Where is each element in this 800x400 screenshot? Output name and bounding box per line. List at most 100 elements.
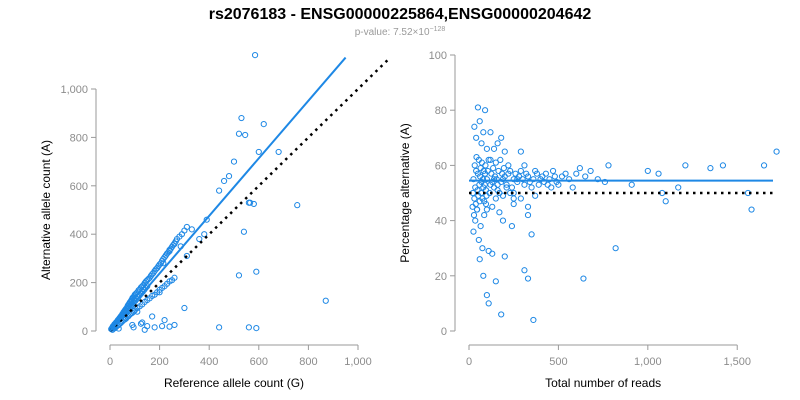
right-data-point xyxy=(494,140,501,147)
left-y-tick-label: 600 xyxy=(70,181,88,193)
left-data-point xyxy=(139,319,146,326)
right-data-point xyxy=(524,275,532,282)
right-data-point xyxy=(512,170,519,177)
right-data-point xyxy=(496,209,503,216)
right-data-point xyxy=(524,173,532,180)
left-data-point xyxy=(201,231,208,238)
right-data-point xyxy=(485,300,492,307)
left-y-tick-label: 0 xyxy=(82,326,88,338)
right-data-point xyxy=(675,184,682,191)
left-y-tick-label: 800 xyxy=(70,132,88,144)
left-data-point xyxy=(294,202,301,209)
left-x-tick-label: 600 xyxy=(250,356,268,368)
left-data-point xyxy=(171,274,178,281)
right-data-point xyxy=(532,192,539,199)
left-data-point xyxy=(240,228,248,235)
right-y-tick-label: 0 xyxy=(441,326,447,338)
left-data-point xyxy=(166,248,173,255)
right-data-point xyxy=(544,181,551,188)
right-data-point xyxy=(533,170,541,177)
right-data-point xyxy=(548,184,555,191)
right-data-point xyxy=(483,176,490,183)
right-y-tick-label: 100 xyxy=(429,50,447,62)
right-y-tick-label: 60 xyxy=(435,160,447,172)
right-y-tick-label: 40 xyxy=(435,216,447,228)
right-data-point xyxy=(485,156,492,163)
allele-count-scatter-panel: 0 200 400 600 800 1,000 0 200 400 600 800 1,000 Refe… xyxy=(39,52,389,390)
right-data-point xyxy=(470,176,477,183)
right-data-point xyxy=(510,195,517,202)
right-data-point xyxy=(612,245,619,252)
right-points xyxy=(469,104,780,324)
right-data-point xyxy=(682,162,689,169)
right-data-point xyxy=(480,129,487,136)
left-data-point xyxy=(235,130,243,137)
right-data-point xyxy=(483,206,490,213)
left-data-point xyxy=(275,148,282,156)
right-data-point xyxy=(628,181,635,188)
right-data-point xyxy=(551,173,558,180)
right-data-point xyxy=(490,145,498,152)
left-x-tick-label: 800 xyxy=(299,356,317,368)
left-data-point xyxy=(141,326,148,333)
right-data-point xyxy=(488,170,495,177)
right-data-point xyxy=(555,181,562,188)
right-data-point xyxy=(473,134,480,141)
left-data-point xyxy=(230,158,238,165)
left-data-point xyxy=(137,320,145,327)
left-data-point xyxy=(188,226,195,233)
right-data-point xyxy=(470,211,478,219)
right-data-point xyxy=(498,134,505,141)
right-data-point xyxy=(483,145,490,152)
left-data-point xyxy=(238,114,245,122)
right-data-point xyxy=(499,192,507,199)
right-data-point xyxy=(489,250,496,257)
right-data-point xyxy=(573,170,580,177)
right-data-point xyxy=(492,159,499,166)
right-data-point xyxy=(473,206,481,213)
left-data-point xyxy=(220,177,228,185)
left-points xyxy=(108,52,329,333)
percentage-alternative-scatter-panel: 0 20 40 60 80 100 0 500 1,000 1,500 Total number o… xyxy=(398,50,780,390)
left-data-point xyxy=(183,223,190,231)
right-data-point xyxy=(498,311,505,318)
left-y-tick-label: 400 xyxy=(70,229,88,241)
right-data-point xyxy=(505,170,512,177)
right-data-point xyxy=(528,184,535,191)
right-data-point xyxy=(489,203,496,210)
right-data-point xyxy=(481,107,489,114)
right-data-point xyxy=(521,267,528,274)
left-x-tick-label: 1,000 xyxy=(344,356,372,368)
left-data-point xyxy=(151,324,158,331)
right-data-point xyxy=(501,148,508,155)
left-data-point xyxy=(255,148,262,156)
left-data-point xyxy=(251,52,259,59)
right-data-point xyxy=(477,223,484,230)
left-data-point xyxy=(111,323,119,330)
right-data-point xyxy=(487,129,494,136)
right-data-point xyxy=(475,236,482,244)
right-data-point xyxy=(476,256,483,263)
left-data-point xyxy=(203,216,210,223)
left-data-point xyxy=(181,304,188,312)
right-data-point xyxy=(517,148,524,155)
right-data-point xyxy=(521,181,528,188)
right-data-point xyxy=(773,148,780,155)
right-data-point xyxy=(514,178,521,186)
right-data-point xyxy=(481,211,488,219)
left-data-point xyxy=(156,289,163,296)
left-data-point xyxy=(149,313,156,320)
right-data-point xyxy=(472,217,479,224)
left-fit-line xyxy=(109,56,347,332)
right-data-point xyxy=(562,170,569,177)
right-data-point xyxy=(492,278,499,285)
right-data-point xyxy=(492,195,499,202)
left-data-point xyxy=(260,120,267,128)
right-data-point xyxy=(501,253,508,260)
left-y-tick-label: 1,000 xyxy=(60,84,88,96)
right-data-point xyxy=(566,176,573,183)
right-data-point xyxy=(542,170,549,177)
left-data-point xyxy=(183,252,190,260)
right-data-point xyxy=(569,184,576,191)
left-x-tick-label: 400 xyxy=(200,356,218,368)
